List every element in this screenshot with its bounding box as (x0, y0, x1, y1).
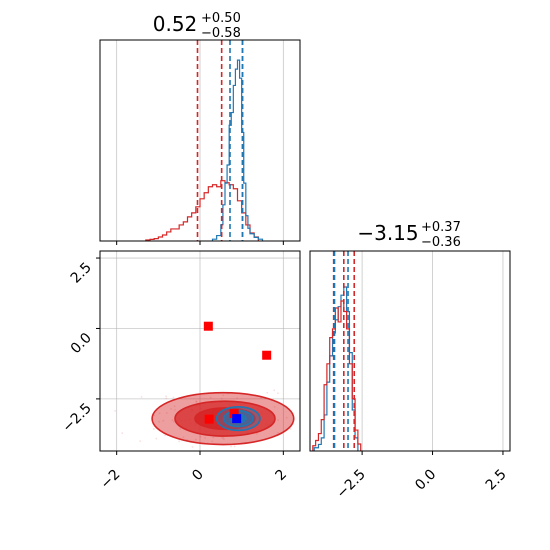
histogram-param2-series (312, 286, 362, 451)
contour-sample-point (152, 428, 155, 430)
contour-sample-point (195, 400, 198, 403)
contour-sample-point (230, 445, 232, 448)
contour-sample-point (158, 412, 161, 415)
contour-truth-markers (203, 321, 272, 424)
histogram-param2-title-lower: −0.36 (421, 235, 461, 250)
contour-sample-point (165, 395, 168, 398)
histogram-param1-panel: 0.52 +0.50 −0.58 (99, 11, 301, 245)
histogram-param2-xtick-label-2: 2.5 (483, 467, 510, 494)
contour-sample-point (222, 436, 225, 439)
contour-sample-point (158, 420, 161, 423)
histogram-param1-blue-series (211, 59, 264, 241)
contour-xtick-label-2: 2 (273, 467, 291, 485)
histogram-param1-series (145, 59, 264, 241)
contour-xtick-label-0: −2 (98, 467, 124, 493)
contour-sample-point (179, 427, 182, 430)
contour-sample-point (273, 389, 276, 392)
contour-sample-point (220, 436, 223, 439)
histogram-param1-title-lower: −0.58 (201, 26, 241, 41)
histogram-param2-frame (309, 250, 511, 452)
contour-sample-point (174, 409, 176, 411)
contour-sample-point (212, 436, 215, 439)
contour-ytick-label-1: 0.0 (68, 330, 95, 357)
contour-marker-3 (229, 409, 239, 419)
contour-sample-point (182, 436, 185, 439)
contour-marker-2 (204, 414, 214, 424)
contour-sample-point (171, 419, 174, 422)
contour-panel: −2 0 2 −2.5 0.0 2.5 (59, 250, 301, 493)
histogram-param2-title-value: −3.15 (357, 221, 418, 245)
contour-sample-point (178, 440, 181, 443)
contour-sample-point (277, 392, 279, 395)
histogram-param1-quantile-lines (196, 40, 244, 241)
histogram-param1-red-series (145, 180, 259, 241)
contour-sample-point (222, 394, 225, 397)
histogram-param2-red-series (312, 300, 362, 451)
contour-sample-point (114, 410, 117, 412)
histogram-param2-quantile-lines (332, 251, 356, 451)
contour-sample-point (277, 419, 279, 421)
contour-sample-point (195, 438, 197, 441)
contour-sample-point (172, 396, 175, 399)
histogram-param1-title-upper: +0.50 (201, 11, 241, 26)
contour-sample-point (173, 405, 176, 408)
contour-sample-point (162, 419, 165, 422)
contour-sample-point (273, 405, 276, 408)
contour-marker-0 (203, 321, 213, 331)
contour-sample-point (233, 445, 236, 448)
contour-sample-point (170, 408, 172, 410)
contour-sample-point (165, 412, 168, 414)
contour-ytick-label-2: 2.5 (68, 260, 95, 287)
histogram-param2-blue-series (313, 286, 359, 451)
histogram-param2-gridlines (361, 251, 504, 451)
histogram-param1-title-value: 0.52 (153, 12, 198, 36)
histogram-param2-xtick-label-0: −2.5 (334, 467, 369, 502)
contour-sample-point (164, 434, 166, 437)
contour-sample-point (277, 431, 279, 434)
contour-sample-point (165, 397, 168, 400)
histogram-param2-title-upper: +0.37 (421, 220, 461, 235)
contour-sample-point (266, 391, 269, 394)
contour-sample-point (222, 438, 225, 440)
contour-sample-point (121, 432, 124, 435)
histogram-param2-xtick-label-1: 0.0 (412, 467, 439, 494)
contour-sample-point (153, 414, 156, 417)
contour-sample-point (195, 400, 198, 403)
contour-sample-point (220, 397, 223, 400)
histogram-param2-panel: −2.5 0.0 2.5 −3.15 +0.37 −0.36 (309, 220, 511, 502)
contour-sample-point (140, 396, 143, 398)
contour-sample-point (155, 437, 158, 440)
contour-sample-point (209, 396, 212, 399)
contour-sample-point (172, 420, 175, 423)
histogram-param2-title: −3.15 (357, 221, 418, 245)
contour-sample-point (204, 437, 206, 439)
histogram-param1-title: 0.52 (153, 12, 198, 36)
histogram-param2-ticks: −2.5 0.0 2.5 (334, 451, 510, 502)
contour-marker-4 (232, 414, 242, 424)
contour-marker-1 (262, 350, 272, 360)
contour-sample-point (285, 416, 288, 419)
contour-sample-point (255, 432, 258, 435)
contour-sample-point (199, 435, 202, 438)
contour-sample-point (236, 397, 239, 399)
histogram-param1-ticks (116, 241, 284, 245)
contour-sample-point (211, 440, 214, 443)
contour-levels (151, 391, 295, 446)
contour-sample-point (139, 440, 142, 443)
contour-ytick-label-0: −2.5 (59, 400, 94, 435)
contour-sample-point (191, 446, 194, 448)
contour-ticks: −2 0 2 −2.5 0.0 2.5 (59, 257, 291, 493)
histogram-param1-gridlines (116, 40, 284, 241)
contour-xtick-label-1: 0 (189, 467, 207, 485)
contour-sample-point (289, 428, 292, 430)
